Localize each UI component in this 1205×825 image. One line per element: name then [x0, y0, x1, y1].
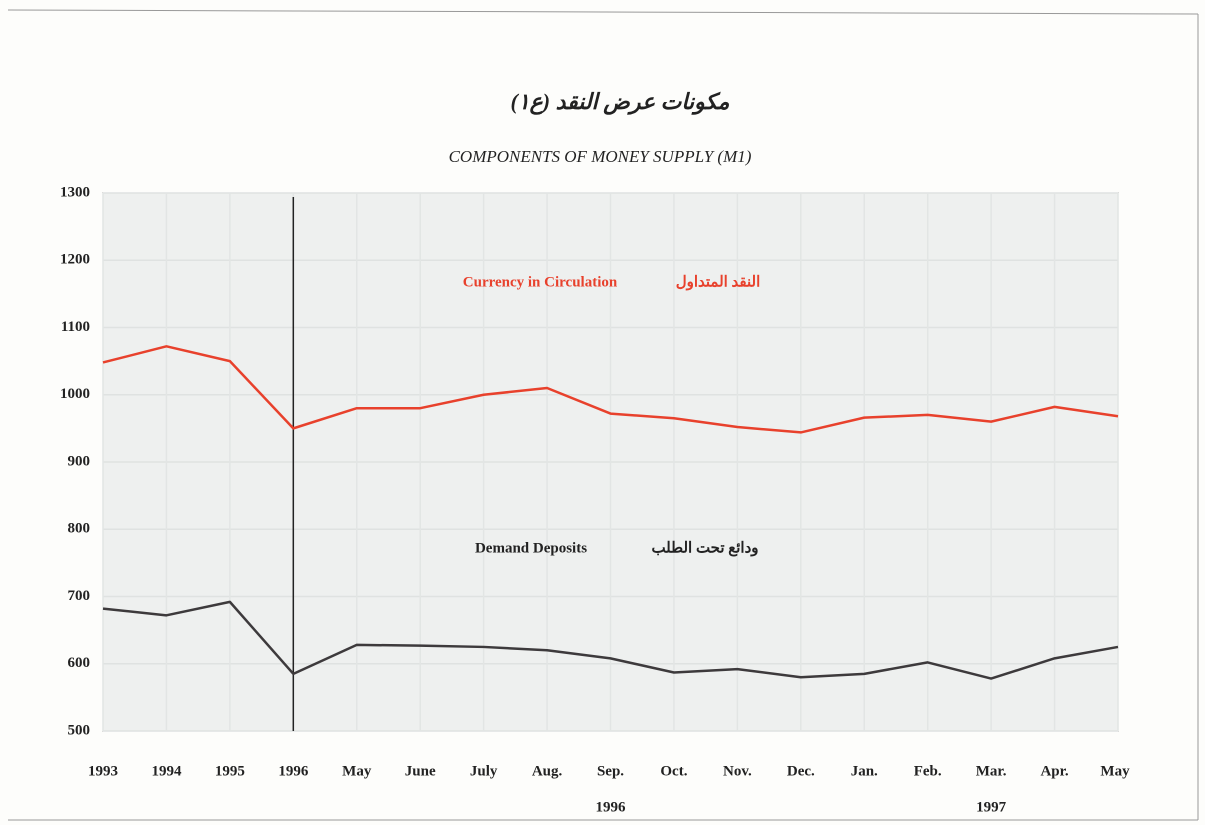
- y-tick-label: 1300: [60, 184, 90, 200]
- y-tick-label: 700: [68, 588, 91, 604]
- x-tick-label: July: [470, 763, 498, 779]
- series-label: Currency in Circulation: [463, 274, 618, 290]
- x-tick-label: Oct.: [660, 763, 687, 779]
- chart-title-ar: مكونات عرض النقد (ع١): [511, 89, 730, 115]
- x-tick-label: Jan.: [851, 763, 878, 779]
- x-tick-label: 1996: [278, 763, 309, 779]
- chart-title: COMPONENTS OF MONEY SUPPLY (M1): [449, 147, 752, 166]
- x-tick-label: May: [342, 763, 372, 779]
- x-tick-label: 1995: [215, 763, 245, 779]
- series-label-ar: ودائع تحت الطلب: [651, 540, 758, 556]
- x-tick-label: 1993: [88, 763, 118, 779]
- x-tick-label: Sep.: [597, 763, 624, 779]
- x-group-label: 1997: [976, 799, 1007, 815]
- x-tick-label: June: [405, 763, 436, 779]
- series-line: [102, 600, 1119, 680]
- series-label-ar: النقد المتداول: [676, 274, 761, 290]
- y-tick-label: 1100: [61, 319, 90, 335]
- y-tick-label: 900: [68, 453, 91, 469]
- y-tick-label: 500: [68, 722, 91, 738]
- x-tick-label: Dec.: [787, 763, 815, 779]
- y-tick-label: 600: [68, 655, 91, 671]
- x-tick-label: Feb.: [914, 763, 942, 779]
- y-tick-label: 800: [68, 521, 91, 537]
- x-tick-label: 1994: [151, 763, 182, 779]
- series-label: Demand Deposits: [475, 540, 587, 556]
- x-tick-label: Nov.: [723, 763, 752, 779]
- paper-edge: [7, 9, 1199, 15]
- x-tick-label: Aug.: [532, 763, 563, 779]
- x-group-label: 1996: [596, 799, 627, 815]
- x-tick-label: May: [1100, 763, 1130, 779]
- x-tick-label: Apr.: [1040, 763, 1068, 779]
- x-tick-label: Mar.: [976, 763, 1007, 779]
- y-tick-label: 1200: [60, 252, 90, 268]
- y-tick-label: 1000: [60, 386, 90, 402]
- series-line: [102, 345, 1119, 434]
